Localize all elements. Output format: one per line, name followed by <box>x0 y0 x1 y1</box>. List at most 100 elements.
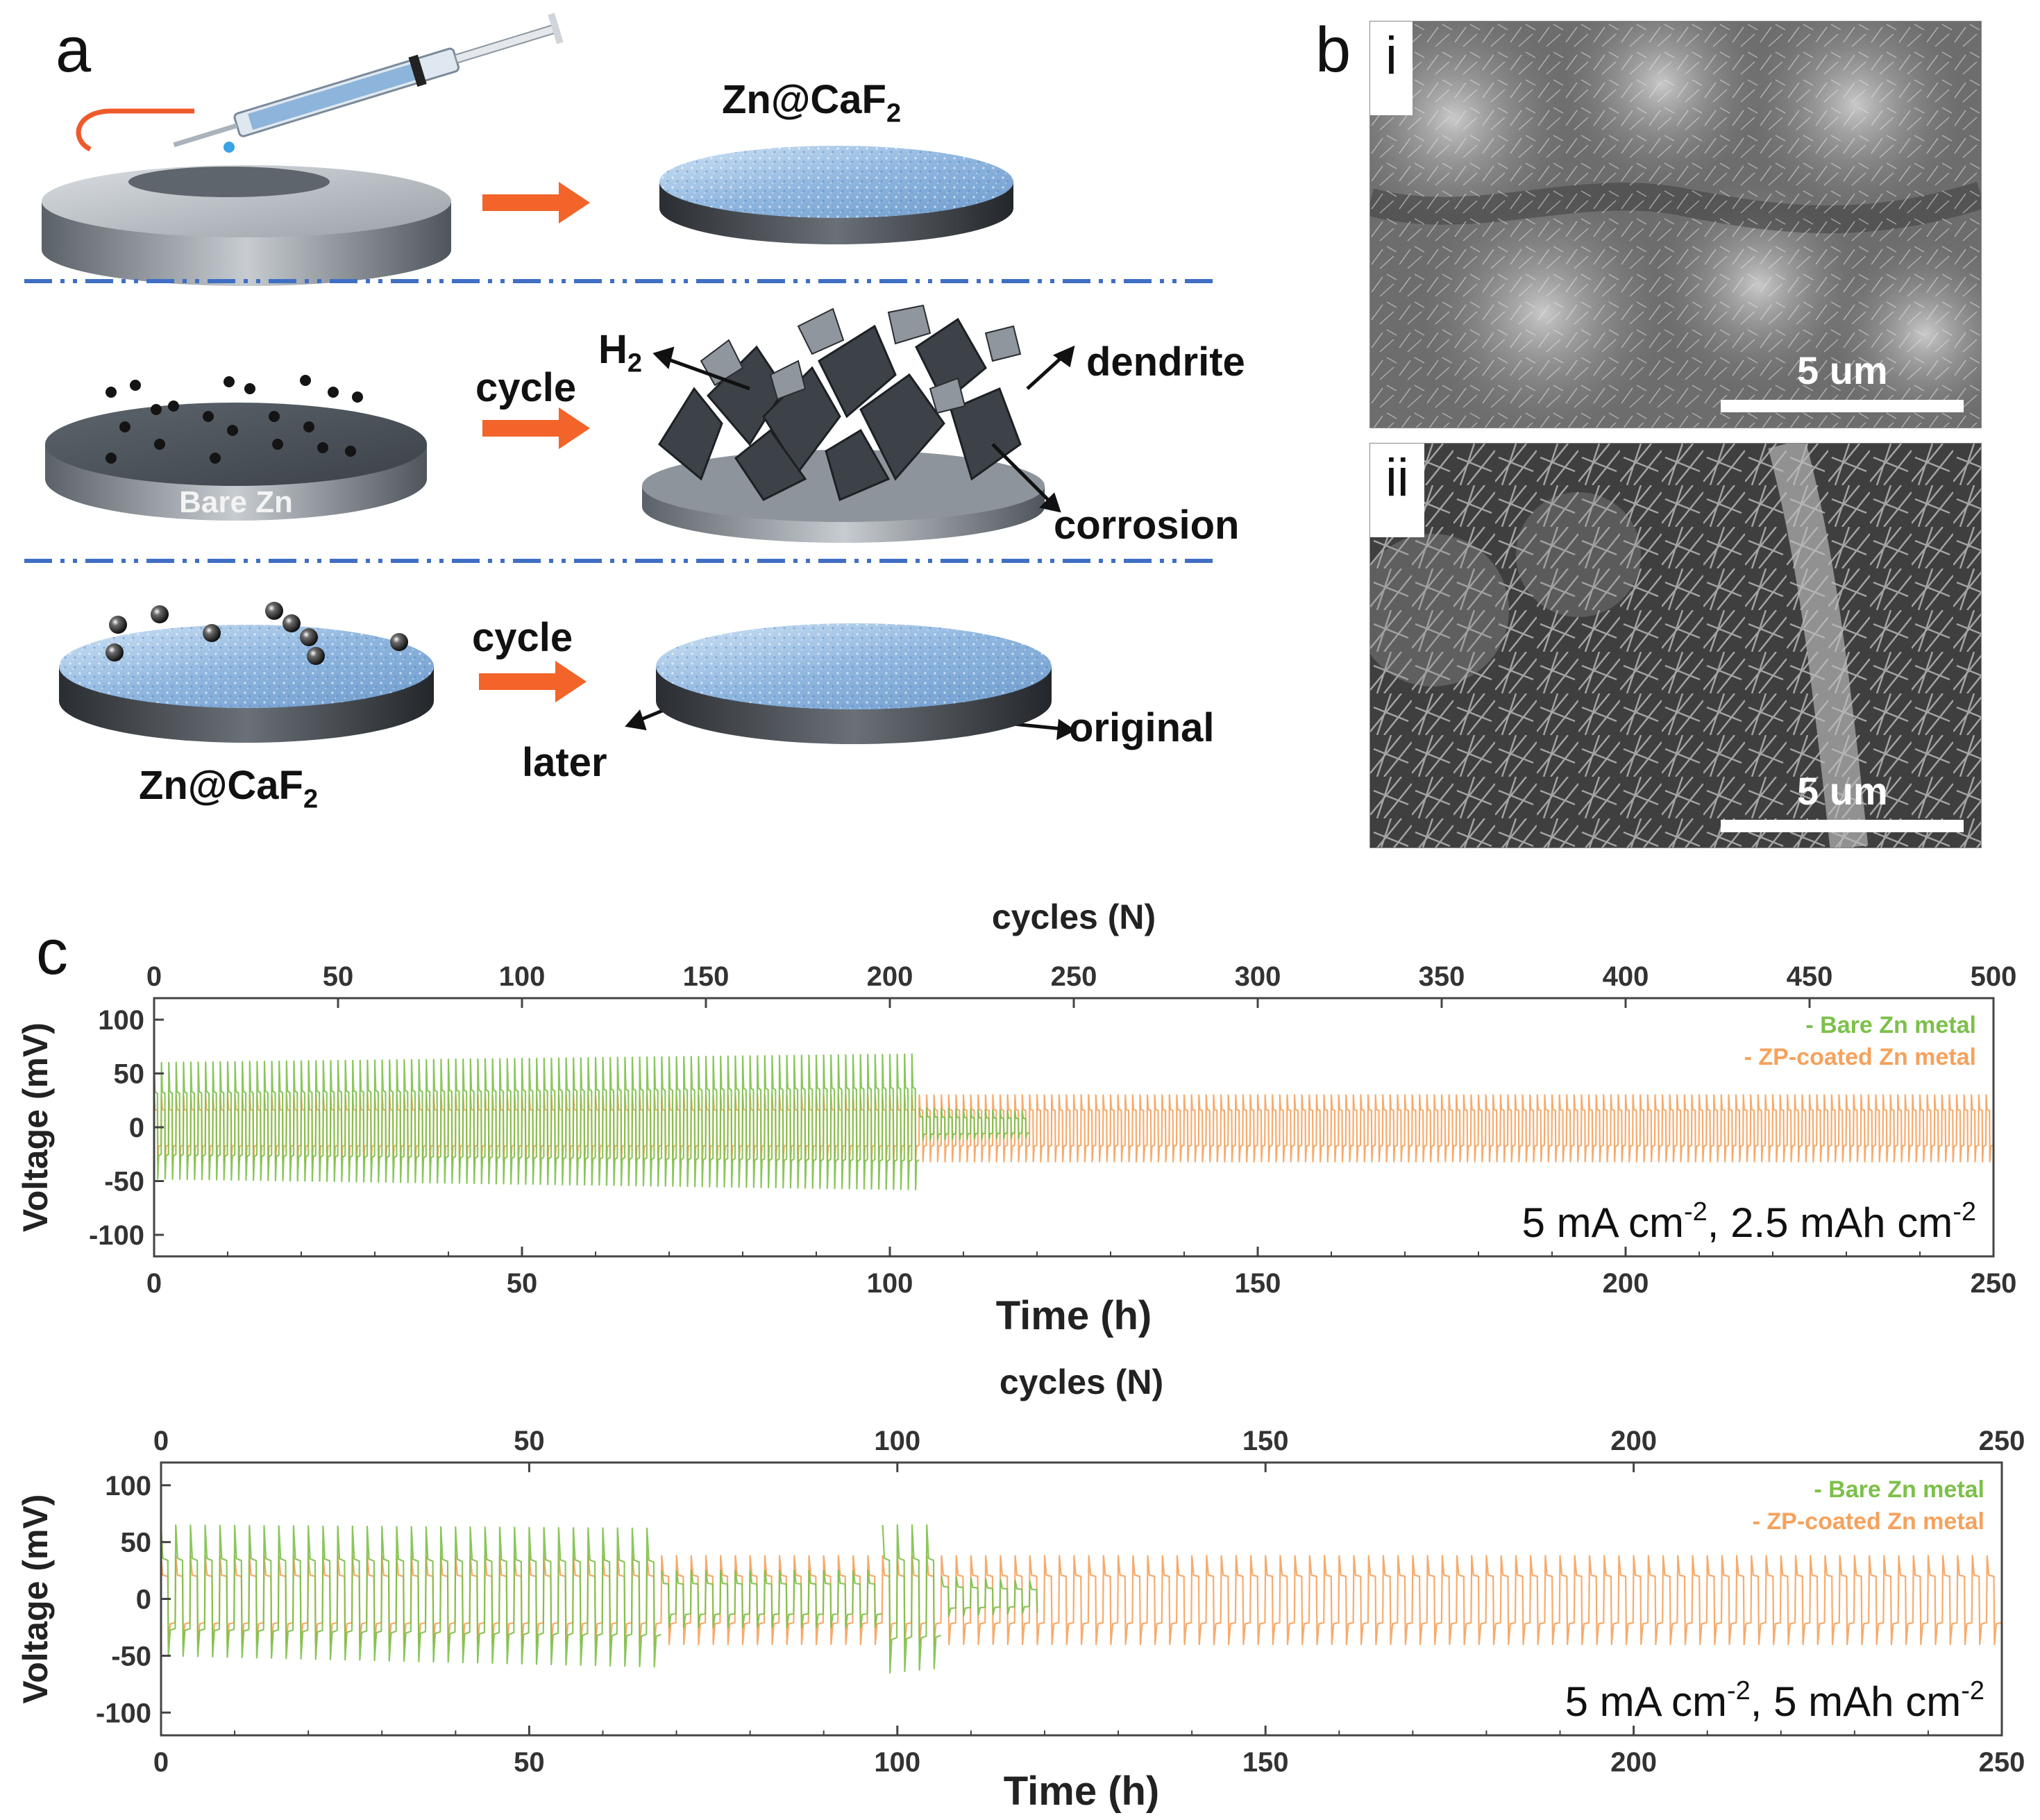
sem-image-ii: ii 5 um <box>1369 443 1982 848</box>
y-tick-label: -50 <box>104 1167 144 1197</box>
y-tick-label: 50 <box>121 1528 152 1558</box>
y-tick-label: 100 <box>98 1005 144 1036</box>
original-label: original <box>1069 705 1215 750</box>
y-tick-label: -100 <box>96 1698 151 1728</box>
process-arrow-3 <box>479 661 587 702</box>
series-line-bare-zn <box>882 1524 941 1674</box>
bare-zn-disc <box>45 403 427 521</box>
voltage-axis-title: Voltage (mV) <box>16 1494 55 1704</box>
x-tick-label: 50 <box>514 1747 545 1778</box>
panel-a-letter: a <box>56 15 92 85</box>
zn-caf2-top-label: Zn@CaF2 <box>722 77 902 128</box>
cycle-label-middle: cycle <box>475 365 577 410</box>
x2-tick-label: 300 <box>1235 961 1281 992</box>
legend-bare-zn: - Bare Zn metal <box>1814 1476 1984 1503</box>
x2-tick-label: 250 <box>1051 961 1097 992</box>
legend-zp-coated: - ZP-coated Zn metal <box>1744 1044 1976 1070</box>
sem-image-i: i 5 um <box>1369 21 1982 428</box>
zn-ion-dots <box>106 375 363 464</box>
legend-zp-coated: - ZP-coated Zn metal <box>1753 1508 1984 1535</box>
voltage-axis-title: Voltage (mV) <box>16 1022 55 1232</box>
current-density-annotation: 5 mA cm-2, 5 mAh cm-2 <box>1565 1676 1984 1725</box>
cycle-label-bottom: cycle <box>472 615 573 660</box>
panel-b-letter: b <box>1315 15 1351 85</box>
scale-bar <box>1721 400 1964 412</box>
x2-tick-label: 250 <box>1979 1426 2025 1456</box>
x2-tick-label: 150 <box>1242 1426 1289 1456</box>
h2-label: H2 <box>598 327 643 378</box>
syringe-icon <box>173 12 564 148</box>
sem-texture <box>1370 22 1981 428</box>
x2-tick-label: 350 <box>1419 961 1465 992</box>
panel-a-illustration: Bare Zn <box>24 12 1215 744</box>
x2-tick-label: 100 <box>874 1426 920 1456</box>
y-tick-label: 50 <box>114 1059 145 1090</box>
coated-disc-before <box>59 625 434 743</box>
voltage-chart-2p5mah: 0 50 100 150 200 250 0 50 100 150 200 250 300 350 400 4… <box>16 898 2017 1338</box>
process-arrow-1 <box>482 182 590 224</box>
x-tick-label: 150 <box>1242 1747 1289 1778</box>
x-tick-label: 250 <box>1979 1747 2025 1778</box>
x-tick-label: 200 <box>1603 1268 1649 1299</box>
series-line-bare-zn <box>153 1053 920 1190</box>
x-tick-label: 100 <box>867 1268 913 1299</box>
x2-tick-label: 400 <box>1603 961 1649 992</box>
x-tick-label: 100 <box>874 1747 920 1778</box>
bare-zn-disc-label: Bare Zn <box>179 485 293 519</box>
x2-tick-label: 450 <box>1787 961 1833 992</box>
sem-image-ii-tag: ii <box>1370 444 1424 537</box>
process-arrow-2 <box>482 407 590 449</box>
panel-c-letter: c <box>36 917 68 988</box>
series-line-zp-coated <box>153 1094 1993 1163</box>
x2-tick-label: 0 <box>146 961 162 992</box>
x2-tick-label: 50 <box>514 1426 545 1456</box>
series-line-bare-zn <box>941 1576 1038 1617</box>
substrate-disc <box>42 165 451 286</box>
series-line-bare-zn <box>661 1569 882 1628</box>
x2-tick-label: 200 <box>867 961 913 992</box>
x2-tick-label: 100 <box>499 961 546 992</box>
y-tick-label: 0 <box>129 1113 144 1143</box>
annotation-pointers <box>625 345 1076 741</box>
y-tick-label: 0 <box>136 1585 151 1615</box>
cycles-axis-title: cycles (N) <box>1000 1363 1163 1401</box>
current-density-annotation: 5 mA cm-2, 2.5 mAh cm-2 <box>1522 1197 1976 1246</box>
later-label: later <box>522 740 607 785</box>
time-axis-title: Time (h) <box>1004 1769 1160 1814</box>
sem-image-i-tag: i <box>1370 22 1413 115</box>
series-line-zp-coated <box>160 1555 2002 1646</box>
scale-bar <box>1721 820 1964 832</box>
x2-tick-label: 500 <box>1971 961 2017 992</box>
corrosion-label: corrosion <box>1054 503 1240 548</box>
x-tick-label: 0 <box>146 1268 162 1299</box>
drop-spread-arc <box>76 108 194 152</box>
x2-tick-label: 200 <box>1610 1426 1657 1456</box>
y-tick-label: -50 <box>111 1641 151 1671</box>
droplet-icon <box>224 142 235 153</box>
dendrite-label: dendrite <box>1086 339 1245 385</box>
voltage-chart-5mah: 0 50 100 150 200 250 0 50 100 150 200 250 100 50 0 -50 -… <box>16 1363 2025 1814</box>
x2-tick-label: 150 <box>683 961 730 992</box>
x-tick-label: 0 <box>153 1747 169 1778</box>
legend-bare-zn: - Bare Zn metal <box>1805 1012 1976 1038</box>
sem-texture <box>1370 444 1981 848</box>
coated-disc-top <box>659 146 1013 244</box>
series-line-bare-zn <box>160 1524 661 1668</box>
y-tick-label: -100 <box>89 1220 144 1251</box>
dendrite-disc <box>642 304 1045 543</box>
time-axis-title: Time (h) <box>996 1293 1152 1338</box>
y-tick-label: 100 <box>105 1471 151 1501</box>
scale-bar-label: 5 um <box>1797 348 1888 392</box>
series-line-bare-zn <box>918 1107 1030 1141</box>
x2-tick-label: 50 <box>323 961 354 992</box>
scale-bar-label: 5 um <box>1797 769 1888 813</box>
x2-tick-label: 0 <box>153 1426 169 1456</box>
x-tick-label: 50 <box>507 1268 538 1299</box>
cycles-axis-title: cycles (N) <box>992 898 1156 936</box>
x-tick-label: 150 <box>1235 1268 1281 1299</box>
x-tick-label: 250 <box>1971 1268 2017 1299</box>
zn-ion-balls <box>106 602 408 665</box>
coated-disc-after <box>656 623 1052 744</box>
zn-caf2-bottom-label: Zn@CaF2 <box>139 763 319 814</box>
x-tick-label: 200 <box>1610 1747 1657 1778</box>
